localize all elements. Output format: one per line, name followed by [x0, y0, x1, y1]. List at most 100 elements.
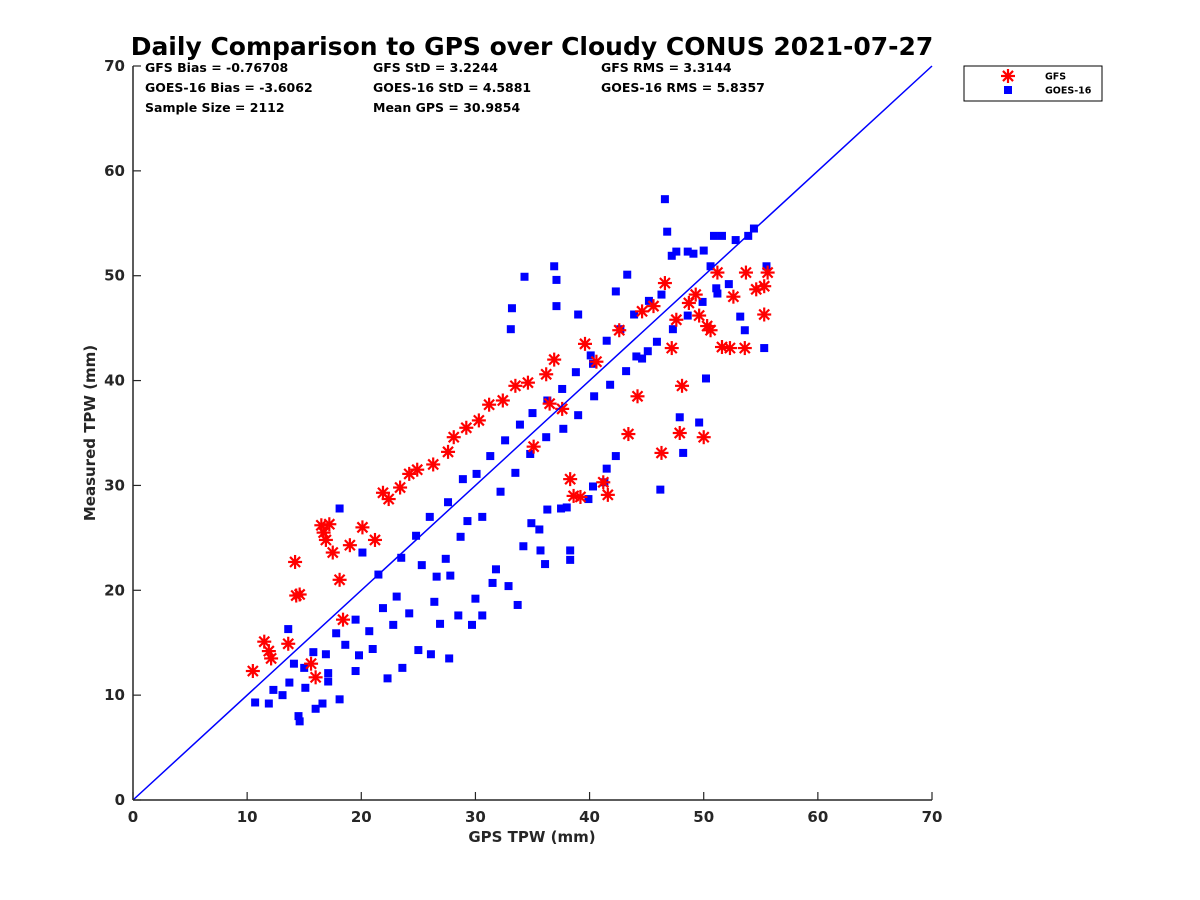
goes16-point [656, 485, 665, 494]
y-tick-label: 40 [104, 372, 125, 390]
gfs-point [573, 489, 588, 504]
gfs-point [630, 389, 645, 404]
gfs-point [703, 323, 718, 338]
goes16-point [588, 482, 597, 491]
goes16-point [638, 354, 647, 363]
goes16-point [405, 609, 414, 618]
goes16-point [251, 698, 260, 707]
x-tick-label: 20 [351, 808, 372, 826]
gfs-point [459, 420, 474, 435]
goes16-point [1004, 86, 1012, 94]
goes16-point [657, 290, 666, 299]
goes16-point [744, 231, 753, 240]
gfs-point [760, 265, 775, 280]
goes16-point [562, 503, 571, 512]
one-to-one-reference-line [132, 65, 933, 801]
goes16-point [602, 336, 611, 345]
gfs-point [1001, 69, 1015, 83]
goes16-point [358, 548, 367, 557]
goes16-point [507, 304, 516, 313]
gfs-point [688, 287, 703, 302]
goes16-point [486, 452, 495, 461]
gfs-point [664, 341, 679, 356]
goes16-point [695, 418, 704, 427]
goes16-point [701, 374, 710, 383]
goes16-point [504, 582, 513, 591]
goes16-point [760, 344, 769, 353]
gfs-point [757, 279, 772, 294]
stat-text: GFS RMS = 3.3144 [601, 60, 732, 75]
goes16-point [284, 625, 293, 634]
gfs-point [393, 480, 408, 495]
goes16-point [417, 561, 426, 570]
goes16-point [318, 699, 327, 708]
goes16-point [574, 411, 583, 420]
gfs-point [635, 304, 650, 319]
goes16-point [392, 592, 401, 601]
goes16-point [712, 284, 721, 293]
gfs-point [495, 393, 510, 408]
gfs-point [367, 532, 382, 547]
goes16-point [341, 640, 350, 649]
gfs-point [304, 656, 319, 671]
y-tick-label: 10 [104, 686, 125, 704]
legend: GFS GOES-16 [963, 65, 1103, 102]
x-tick-label: 70 [922, 808, 943, 826]
y-tick-label: 20 [104, 581, 125, 599]
goes16-point [632, 352, 641, 361]
goes16-point [541, 560, 550, 569]
series-goes-16 [251, 195, 771, 726]
gfs-point [446, 430, 461, 445]
goes16-point [332, 629, 341, 638]
goes16-point [699, 246, 708, 255]
gfs-point [355, 520, 370, 535]
gfs-point [657, 276, 672, 291]
x-tick-label: 30 [465, 808, 486, 826]
gfs-point [426, 457, 441, 472]
goes16-point [368, 645, 377, 654]
goes16-point [566, 546, 575, 555]
goes16-point [717, 231, 726, 240]
goes16-point [456, 532, 465, 541]
y-tick-label: 30 [104, 476, 125, 494]
gfs-point [332, 572, 347, 587]
goes16-point [630, 310, 639, 319]
gfs-point [308, 670, 323, 685]
goes16-point [652, 337, 661, 346]
goes16-point [643, 347, 652, 356]
goes16-point [335, 504, 344, 513]
goes16-point [574, 310, 583, 319]
data-points [245, 195, 775, 726]
goes16-point [536, 546, 545, 555]
goes16-point [586, 351, 595, 360]
stat-text: GFS StD = 3.2244 [373, 60, 498, 75]
stat-text: Sample Size = 2112 [145, 100, 285, 115]
goes16-point [269, 685, 278, 694]
goes16-point [430, 597, 439, 606]
y-tick-label: 60 [104, 162, 125, 180]
goes16-point [749, 224, 758, 233]
gfs-point [555, 401, 570, 416]
gfs-point [441, 444, 456, 459]
gfs-point [738, 265, 753, 280]
goes16-point [300, 663, 309, 672]
goes16-point [706, 262, 715, 271]
goes16-point [425, 512, 434, 521]
goes16-point [526, 449, 535, 458]
x-tick-label: 50 [693, 808, 714, 826]
gfs-point [542, 396, 557, 411]
axes [132, 66, 932, 801]
goes16-point [623, 270, 632, 279]
legend-label: GOES-16 [1045, 86, 1092, 97]
gfs-point [547, 352, 562, 367]
goes16-point [289, 659, 298, 668]
goes16-point [365, 627, 374, 636]
gfs-point [596, 475, 611, 490]
goes16-point [552, 302, 561, 311]
gfs-point [342, 538, 357, 553]
goes16-point [660, 195, 669, 204]
goes16-point [294, 712, 303, 721]
goes16-point [491, 565, 500, 574]
stat-text: Mean GPS = 30.9854 [373, 100, 520, 115]
goes16-point [675, 413, 684, 422]
